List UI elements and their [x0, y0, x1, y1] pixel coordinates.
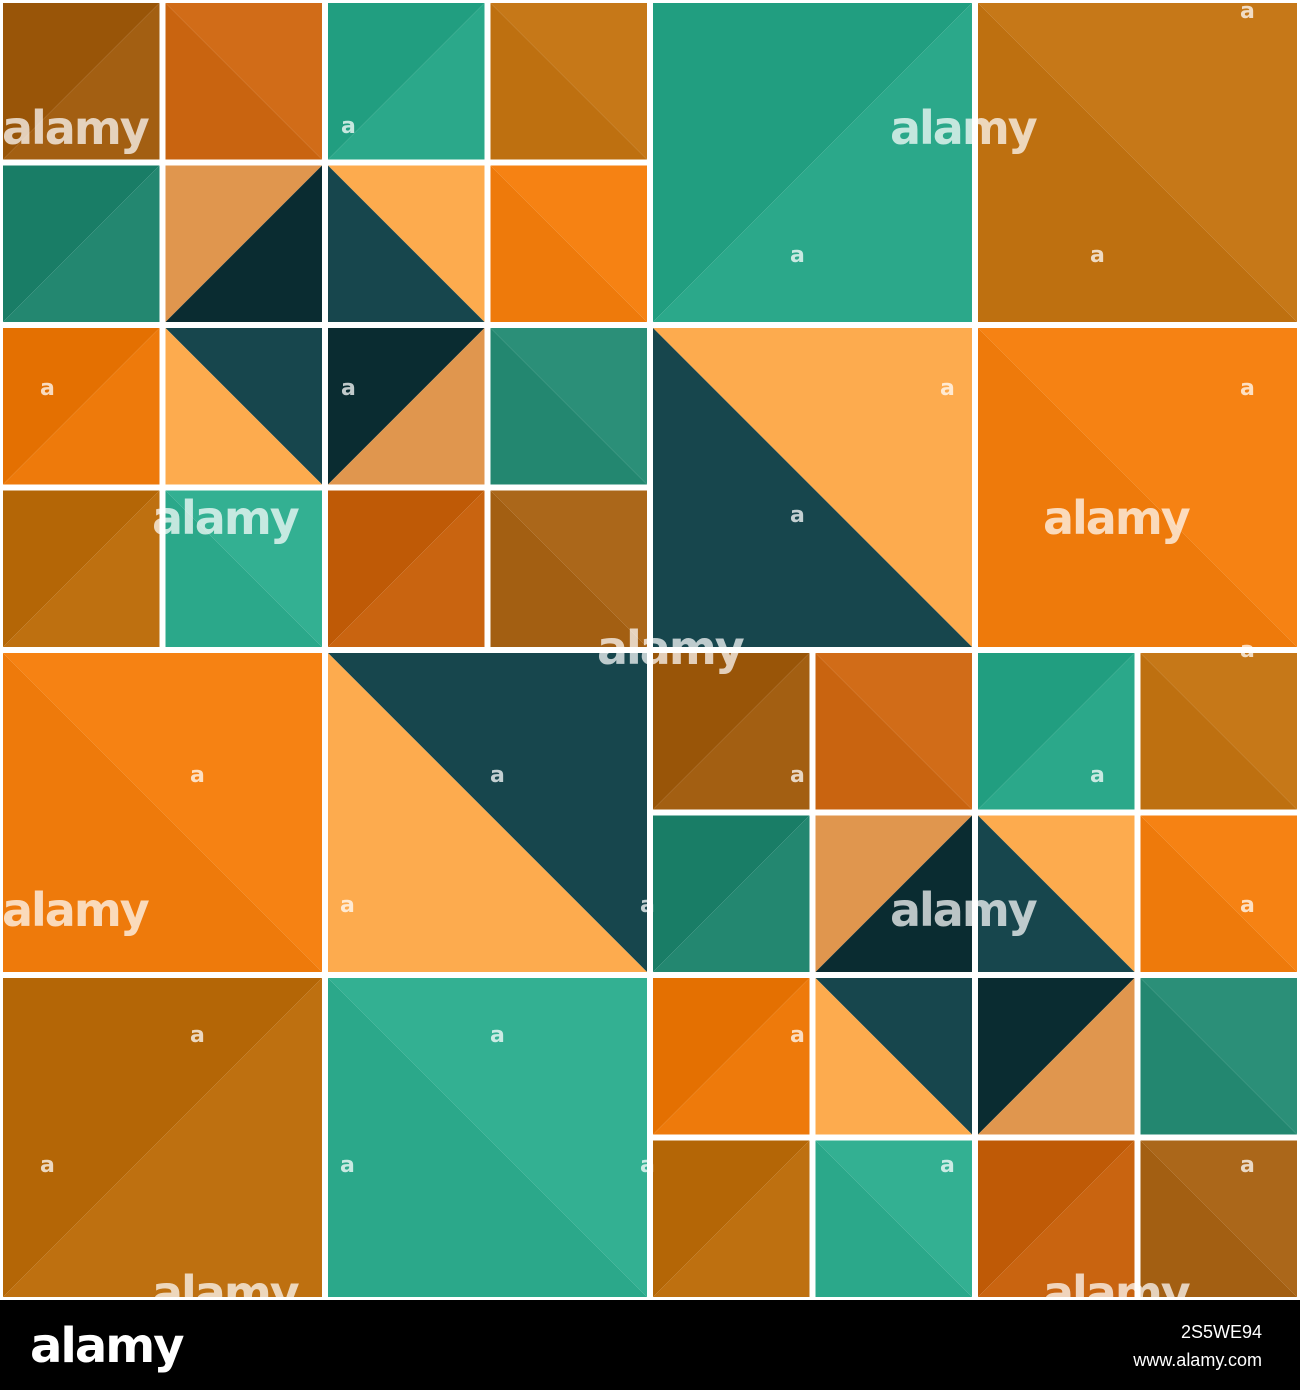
square-tile — [978, 3, 1297, 322]
square-tile — [165, 490, 322, 647]
square-tile — [653, 1140, 810, 1297]
square-tile — [1140, 978, 1297, 1135]
square-tile — [3, 165, 160, 322]
triangle-tile — [328, 653, 647, 972]
square-tile — [490, 490, 647, 647]
triangle-tile — [653, 328, 972, 647]
triangle-tile — [978, 978, 1135, 1135]
square-tile — [3, 978, 322, 1297]
square-tile — [653, 653, 810, 810]
square-tile — [815, 653, 972, 810]
square-tile — [490, 328, 647, 485]
triangle-tile — [815, 978, 972, 1135]
square-tile — [328, 3, 485, 160]
square-tile — [653, 978, 810, 1135]
stock-footer-bar: alamy 2S5WE94 www.alamy.com — [0, 1300, 1300, 1390]
triangle-tile — [328, 165, 485, 322]
square-tile — [328, 978, 647, 1297]
square-tile — [165, 3, 322, 160]
triangle-tile — [328, 328, 485, 485]
square-tile — [978, 1140, 1135, 1297]
square-tile — [1140, 1140, 1297, 1297]
square-tile — [653, 3, 972, 322]
square-tile — [3, 653, 322, 972]
square-tile — [3, 328, 160, 485]
triangle-tile — [165, 328, 322, 485]
square-tile — [978, 328, 1297, 647]
square-tile — [490, 3, 647, 160]
square-tile — [490, 165, 647, 322]
square-tile — [3, 490, 160, 647]
square-tile — [328, 490, 485, 647]
square-tile — [978, 653, 1135, 810]
site-url-label[interactable]: www.alamy.com — [1133, 1350, 1262, 1370]
square-tile — [3, 3, 160, 160]
mosaic-artwork — [3, 3, 1297, 1297]
square-tile — [653, 815, 810, 972]
triangle-tile — [165, 165, 322, 322]
geometric-tile-pattern — [3, 3, 1297, 1297]
square-tile — [1140, 815, 1297, 972]
alamy-logo[interactable]: alamy — [30, 1318, 185, 1374]
image-id-label: 2S5WE94 — [1180, 1322, 1262, 1342]
square-tile — [815, 1140, 972, 1297]
triangle-tile — [978, 815, 1135, 972]
triangle-tile — [815, 815, 972, 972]
square-tile — [1140, 653, 1297, 810]
